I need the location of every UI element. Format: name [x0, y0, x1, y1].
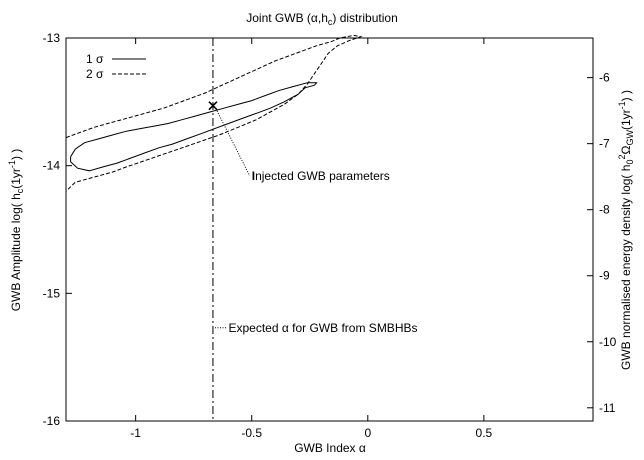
y-axis-right-title: GWB normalised energy density log( h02ΩG… [617, 90, 635, 370]
chart-title-subscript: c [328, 17, 333, 27]
y2-tick-label: -9 [599, 269, 610, 283]
x-tick-label: -0.5 [241, 426, 262, 440]
annotation-prefix: I [252, 169, 255, 183]
x-axis-title: GWB Index α [294, 441, 366, 455]
legend-label-1sigma: 1 σ [86, 52, 104, 66]
chart-title-main: Joint GWB (α,h [246, 11, 328, 25]
y2-tick-label: -7 [599, 137, 610, 151]
contour-1sigma [70, 82, 318, 172]
annotation-leader-line [215, 108, 251, 177]
contour-2sigma [65, 34, 363, 192]
y-left-title-sup: -1 [7, 160, 17, 168]
reference-layer [208, 38, 218, 421]
y-right-title-close: ) ) [619, 90, 633, 101]
annotation-rest: njected GWB parameters [255, 169, 390, 183]
y-axis-left: -16 -15 -14 -13 [43, 31, 72, 428]
y-left-title-close: ) ) [9, 149, 23, 160]
injected-point-marker [208, 101, 218, 111]
y2-tick-label: -10 [599, 335, 617, 349]
chart-title: Joint GWB (α,hc) distribution [246, 11, 398, 27]
y-tick-label: -14 [43, 159, 61, 173]
chart-title-end: ) distribution [332, 11, 397, 25]
y-right-title-sup: -1 [617, 101, 627, 109]
y-tick-label: -15 [43, 286, 61, 300]
y-right-title-mid: (1yr [619, 109, 633, 130]
y2-tick-label: -11 [599, 401, 616, 415]
y-right-title-sup2: 2 [617, 155, 627, 160]
y-left-title-mid: (1yr [9, 168, 23, 189]
annotation-expected-alpha: Expected α for GWB from SMBHBs [229, 321, 418, 335]
y-tick-label: -16 [43, 414, 61, 428]
contour-layer [65, 34, 363, 192]
legend-label-2sigma: 2 σ [86, 67, 104, 81]
x-tick-label: 0.5 [476, 426, 493, 440]
x-tick-label: -1 [130, 426, 141, 440]
y-right-title-main: GWB normalised energy density log( h [619, 165, 633, 370]
x-axis: -1 -0.5 0 0.5 [130, 38, 493, 440]
x-tick-label: 0 [364, 426, 371, 440]
y-tick-label: -13 [43, 31, 61, 45]
y-right-title-omega: Ω [619, 146, 633, 155]
y-axis-right: -11 -10 -9 -8 -7 -6 [587, 71, 617, 415]
y2-tick-label: -8 [599, 203, 610, 217]
y-right-title-subgw: GW [625, 130, 635, 146]
y2-tick-label: -6 [599, 71, 610, 85]
y-left-title-main: GWB Amplitude log( h [9, 193, 23, 311]
legend: 1 σ 2 σ [86, 52, 146, 81]
y-axis-left-title: GWB Amplitude log( hc(1yr-1) ) [7, 149, 25, 312]
annotation-injected: Injected GWB parameters [252, 169, 390, 183]
annotation-layer: Injected GWB parameters Expected α for GW… [214, 108, 418, 335]
y-right-title-sub0: 0 [625, 160, 635, 165]
plot-area [65, 37, 594, 422]
y-left-title-sub: c [15, 188, 25, 193]
